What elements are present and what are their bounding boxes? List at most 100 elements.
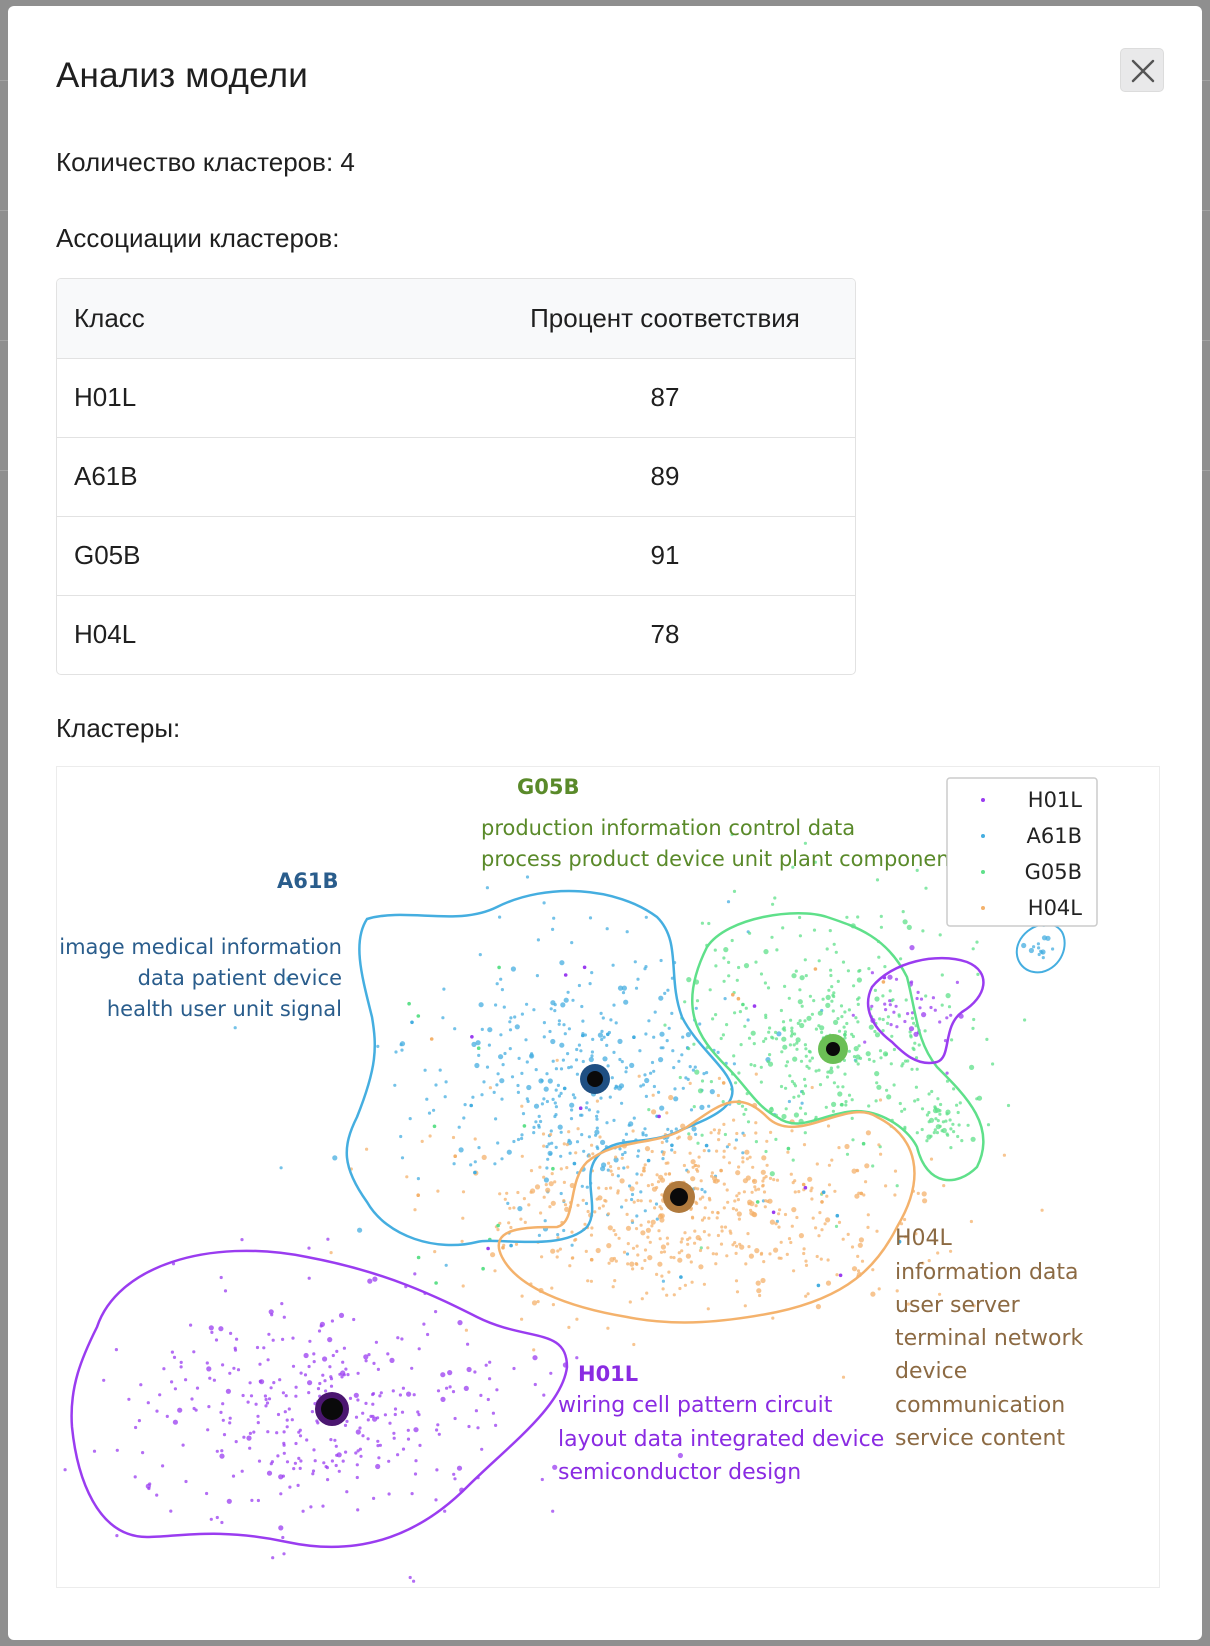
scatter-point-g05b <box>867 1104 871 1108</box>
scatter-point-g05b <box>803 1112 808 1116</box>
scatter-point-h04l <box>433 1250 437 1254</box>
scatter-point-h01l <box>280 1302 284 1306</box>
scatter-point-h01l <box>307 1276 311 1280</box>
cluster-label-g05b: G05B <box>517 775 579 799</box>
scatter-point-g05b <box>795 1037 801 1043</box>
scatter-point-a61b <box>482 1080 486 1084</box>
scatter-point-h04l <box>620 1156 624 1160</box>
scatter-point-g05b <box>807 1066 811 1070</box>
scatter-point-h04l <box>659 1250 664 1254</box>
scatter-point-g05b <box>803 1043 808 1047</box>
scatter-point-a61b <box>559 1130 563 1134</box>
scatter-point-h04l <box>520 1104 524 1108</box>
scatter-point-g05b <box>786 1146 791 1151</box>
scatter-point-h04l <box>802 1251 806 1256</box>
scatter-point-h04l <box>568 1264 572 1268</box>
scatter-point-a61b <box>494 1117 498 1121</box>
scatter-point-a61b <box>614 1084 618 1088</box>
scatter-point-g05b <box>759 972 764 976</box>
scatter-point-a61b <box>559 1067 564 1071</box>
scatter-point-g05b <box>732 1054 736 1058</box>
scatter-point-h01l <box>308 1339 312 1343</box>
scatter-point-h01l <box>410 1366 414 1370</box>
scatter-point-h04l <box>903 1217 907 1222</box>
scatter-point-h01l <box>282 1552 286 1556</box>
scatter-point-h01l <box>657 1114 661 1119</box>
scatter-point-h01l <box>894 1004 898 1008</box>
scatter-point-a61b <box>508 1028 513 1032</box>
table-row: H01L 87 <box>57 358 855 437</box>
scatter-point-g05b <box>749 1063 753 1067</box>
scatter-point-h04l <box>815 1162 819 1166</box>
scatter-point-g05b <box>759 1080 764 1084</box>
scatter-point-h01l <box>297 1456 301 1460</box>
scatter-point-a61b <box>636 977 640 981</box>
scatter-point-h01l <box>264 1397 268 1402</box>
centroid-g05b <box>818 1034 848 1064</box>
scatter-point-h01l <box>307 1391 311 1395</box>
scatter-point-h01l <box>311 1469 316 1473</box>
cluster-keywords-h04l-1: information data <box>895 1260 1079 1285</box>
scatter-point-h04l <box>707 1196 712 1200</box>
scatter-point-a61b <box>650 1060 655 1065</box>
scatter-point-g05b <box>821 997 825 1001</box>
scatter-point-h01l <box>440 1372 446 1378</box>
scatter-point-h04l <box>710 1210 715 1214</box>
scatter-point-h01l <box>388 1421 392 1425</box>
scatter-point-h04l <box>736 1198 741 1202</box>
scatter-point-a61b <box>670 1143 674 1148</box>
scatter-point-h01l <box>358 1426 362 1430</box>
scatter-point-h04l <box>597 1206 602 1210</box>
scatter-point-h01l <box>887 974 893 980</box>
scatter-point-h01l <box>392 1436 396 1440</box>
scatter-point-h04l <box>612 1256 617 1261</box>
scatter-point-a61b <box>554 1088 558 1092</box>
scatter-point-a61b <box>551 927 555 931</box>
scatter-point-h04l <box>574 1237 578 1242</box>
scatter-point-h04l <box>686 1170 690 1174</box>
scatter-point-h04l <box>690 1280 694 1284</box>
scatter-point-h04l <box>1002 1153 1007 1157</box>
scatter-point-h04l <box>550 1248 556 1254</box>
scatter-point-a61b <box>569 1117 574 1121</box>
scatter-point-g05b <box>754 960 758 964</box>
scatter-point-h01l <box>228 1416 232 1420</box>
scatter-point-a61b <box>525 875 530 879</box>
scatter-point-h04l <box>716 1093 721 1098</box>
scatter-point-a61b <box>535 974 539 978</box>
scatter-point-h04l <box>631 1129 635 1133</box>
scatter-point-h04l <box>634 1227 639 1231</box>
scatter-point-a61b <box>628 1184 632 1188</box>
scatter-point-a61b <box>286 976 292 982</box>
scatter-point-h01l <box>326 1237 330 1241</box>
scatter-point-h04l <box>723 1225 728 1229</box>
scatter-point-g05b <box>832 942 836 946</box>
scatter-point-a61b <box>595 1114 599 1118</box>
scatter-point-a61b <box>665 1039 669 1043</box>
scatter-point-a61b <box>393 1083 397 1087</box>
scatter-point-g05b <box>792 1082 796 1086</box>
scatter-point-g05b <box>769 1171 775 1177</box>
scatter-point-h04l <box>698 1248 703 1253</box>
scatter-point-h01l <box>340 1375 344 1379</box>
scatter-point-h04l <box>405 1175 409 1179</box>
scatter-point-h04l <box>702 1216 707 1220</box>
scatter-point-g05b <box>723 947 729 953</box>
scatter-point-g05b <box>795 1047 799 1051</box>
close-button[interactable] <box>1120 48 1164 92</box>
scatter-point-h01l <box>416 1410 420 1414</box>
scatter-point-a61b <box>508 1047 512 1051</box>
scatter-point-g05b <box>803 1019 807 1023</box>
scatter-point-h01l <box>771 1210 776 1215</box>
scatter-point-h01l <box>412 1393 416 1397</box>
scatter-point-h04l <box>650 1183 654 1187</box>
scatter-point-g05b <box>768 1107 774 1113</box>
scatter-point-a61b <box>506 1149 512 1155</box>
scatter-point-g05b <box>857 1044 861 1048</box>
scatter-point-a61b <box>1032 945 1036 949</box>
scatter-point-g05b <box>830 985 834 989</box>
scatter-point-g05b <box>986 1123 991 1127</box>
scatter-point-h04l <box>639 1199 643 1203</box>
scatter-point-g05b <box>824 1105 828 1109</box>
scatter-point-h04l <box>503 1197 507 1201</box>
